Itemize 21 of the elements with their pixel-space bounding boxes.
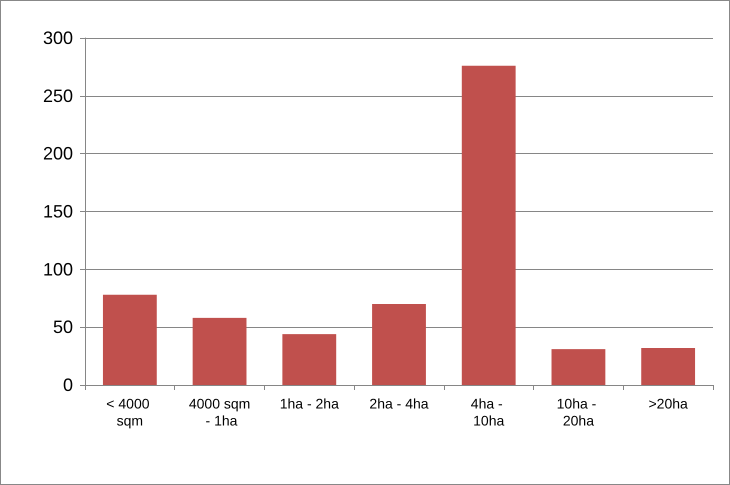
y-tick-label: 300: [42, 28, 73, 48]
x-tick-label: 4000 sqm - 1ha: [188, 396, 250, 428]
x-tick-label: >20ha: [648, 396, 688, 412]
x-tick-label: 1ha - 2ha: [280, 396, 340, 412]
bar: [282, 334, 336, 385]
x-tick-label: 4ha - 10ha: [470, 396, 507, 428]
bar: [552, 349, 606, 385]
bar: [192, 318, 246, 385]
y-tick-label: 100: [42, 259, 73, 280]
bar: [462, 66, 516, 385]
bar: [641, 348, 696, 385]
y-tick-label: 150: [42, 202, 73, 222]
x-tick-label: 2ha - 4ha: [369, 396, 429, 412]
y-tick-label: 0: [62, 375, 73, 395]
x-tick-label: < 4000 sqm: [106, 396, 154, 428]
y-tick-label: 250: [42, 86, 73, 106]
bar: [372, 304, 426, 385]
y-tick-label: 50: [52, 317, 73, 338]
y-tick-label: 200: [42, 144, 73, 164]
x-tick-label: 10ha - 20ha: [556, 396, 600, 428]
bar: [102, 294, 157, 385]
